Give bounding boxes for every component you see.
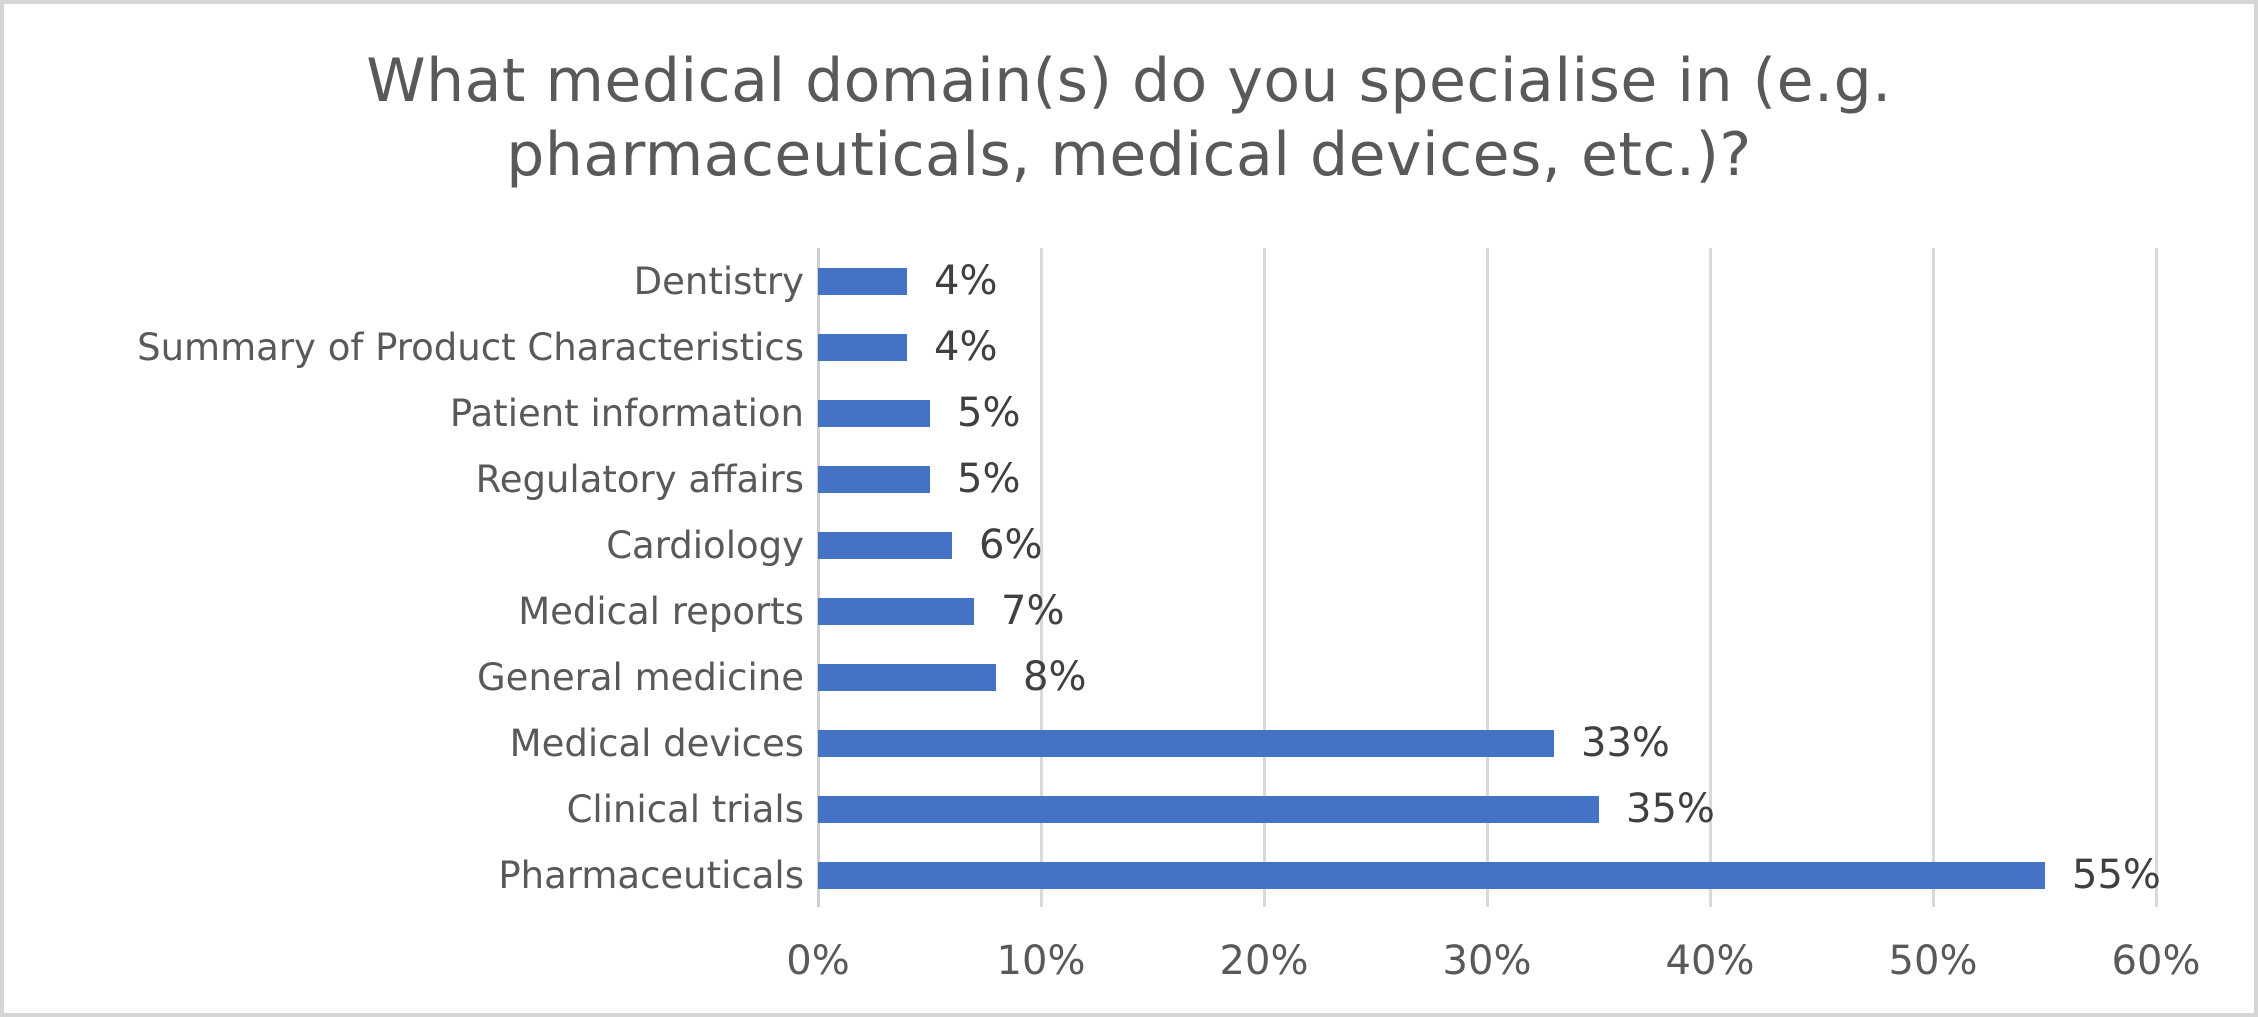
bar [818, 664, 996, 691]
data-label: 7% [1001, 588, 1065, 634]
data-label: 55% [2072, 852, 2161, 898]
chart-title-line-2: pharmaceuticals, medical devices, etc.)? [506, 120, 1752, 190]
chart-title-line-1: What medical domain(s) do you specialise… [366, 46, 1892, 116]
data-label: 33% [1581, 720, 1670, 766]
category-label: Cardiology [606, 523, 804, 567]
x-tick-label: 50% [1888, 938, 1978, 984]
bar [818, 796, 1599, 823]
bar [818, 400, 930, 427]
category-label: Medical devices [509, 721, 804, 765]
x-gridline [1932, 248, 1935, 907]
bar [818, 532, 952, 559]
category-label: Medical reports [518, 589, 804, 633]
data-label: 5% [957, 390, 1021, 436]
bar [818, 268, 907, 295]
bar [818, 862, 2045, 889]
data-label: 4% [934, 324, 998, 370]
x-gridline [1263, 248, 1266, 907]
bar [818, 334, 907, 361]
data-label: 5% [957, 456, 1021, 502]
x-gridline [2155, 248, 2158, 907]
x-tick-label: 20% [1219, 938, 1309, 984]
data-label: 35% [1626, 786, 1715, 832]
x-gridline [1040, 248, 1043, 907]
category-label: Clinical trials [566, 787, 804, 831]
category-label: General medicine [477, 655, 804, 699]
y-axis-line [817, 248, 820, 907]
chart-title: What medical domain(s) do you specialise… [4, 44, 2254, 192]
x-gridline [1709, 248, 1712, 907]
data-label: 8% [1023, 654, 1087, 700]
category-label: Pharmaceuticals [498, 853, 804, 897]
category-label: Regulatory affairs [475, 457, 804, 501]
x-tick-label: 40% [1665, 938, 1755, 984]
category-label: Summary of Product Characteristics [137, 325, 804, 369]
data-label: 4% [934, 258, 998, 304]
bar [818, 730, 1554, 757]
x-tick-label: 30% [1442, 938, 1532, 984]
category-label: Patient information [449, 391, 804, 435]
bar [818, 598, 974, 625]
category-label: Dentistry [633, 259, 804, 303]
bar [818, 466, 930, 493]
x-tick-label: 60% [2111, 938, 2201, 984]
x-tick-label: 10% [996, 938, 1086, 984]
x-tick-label: 0% [786, 938, 850, 984]
x-gridline [1486, 248, 1489, 907]
data-label: 6% [979, 522, 1043, 568]
